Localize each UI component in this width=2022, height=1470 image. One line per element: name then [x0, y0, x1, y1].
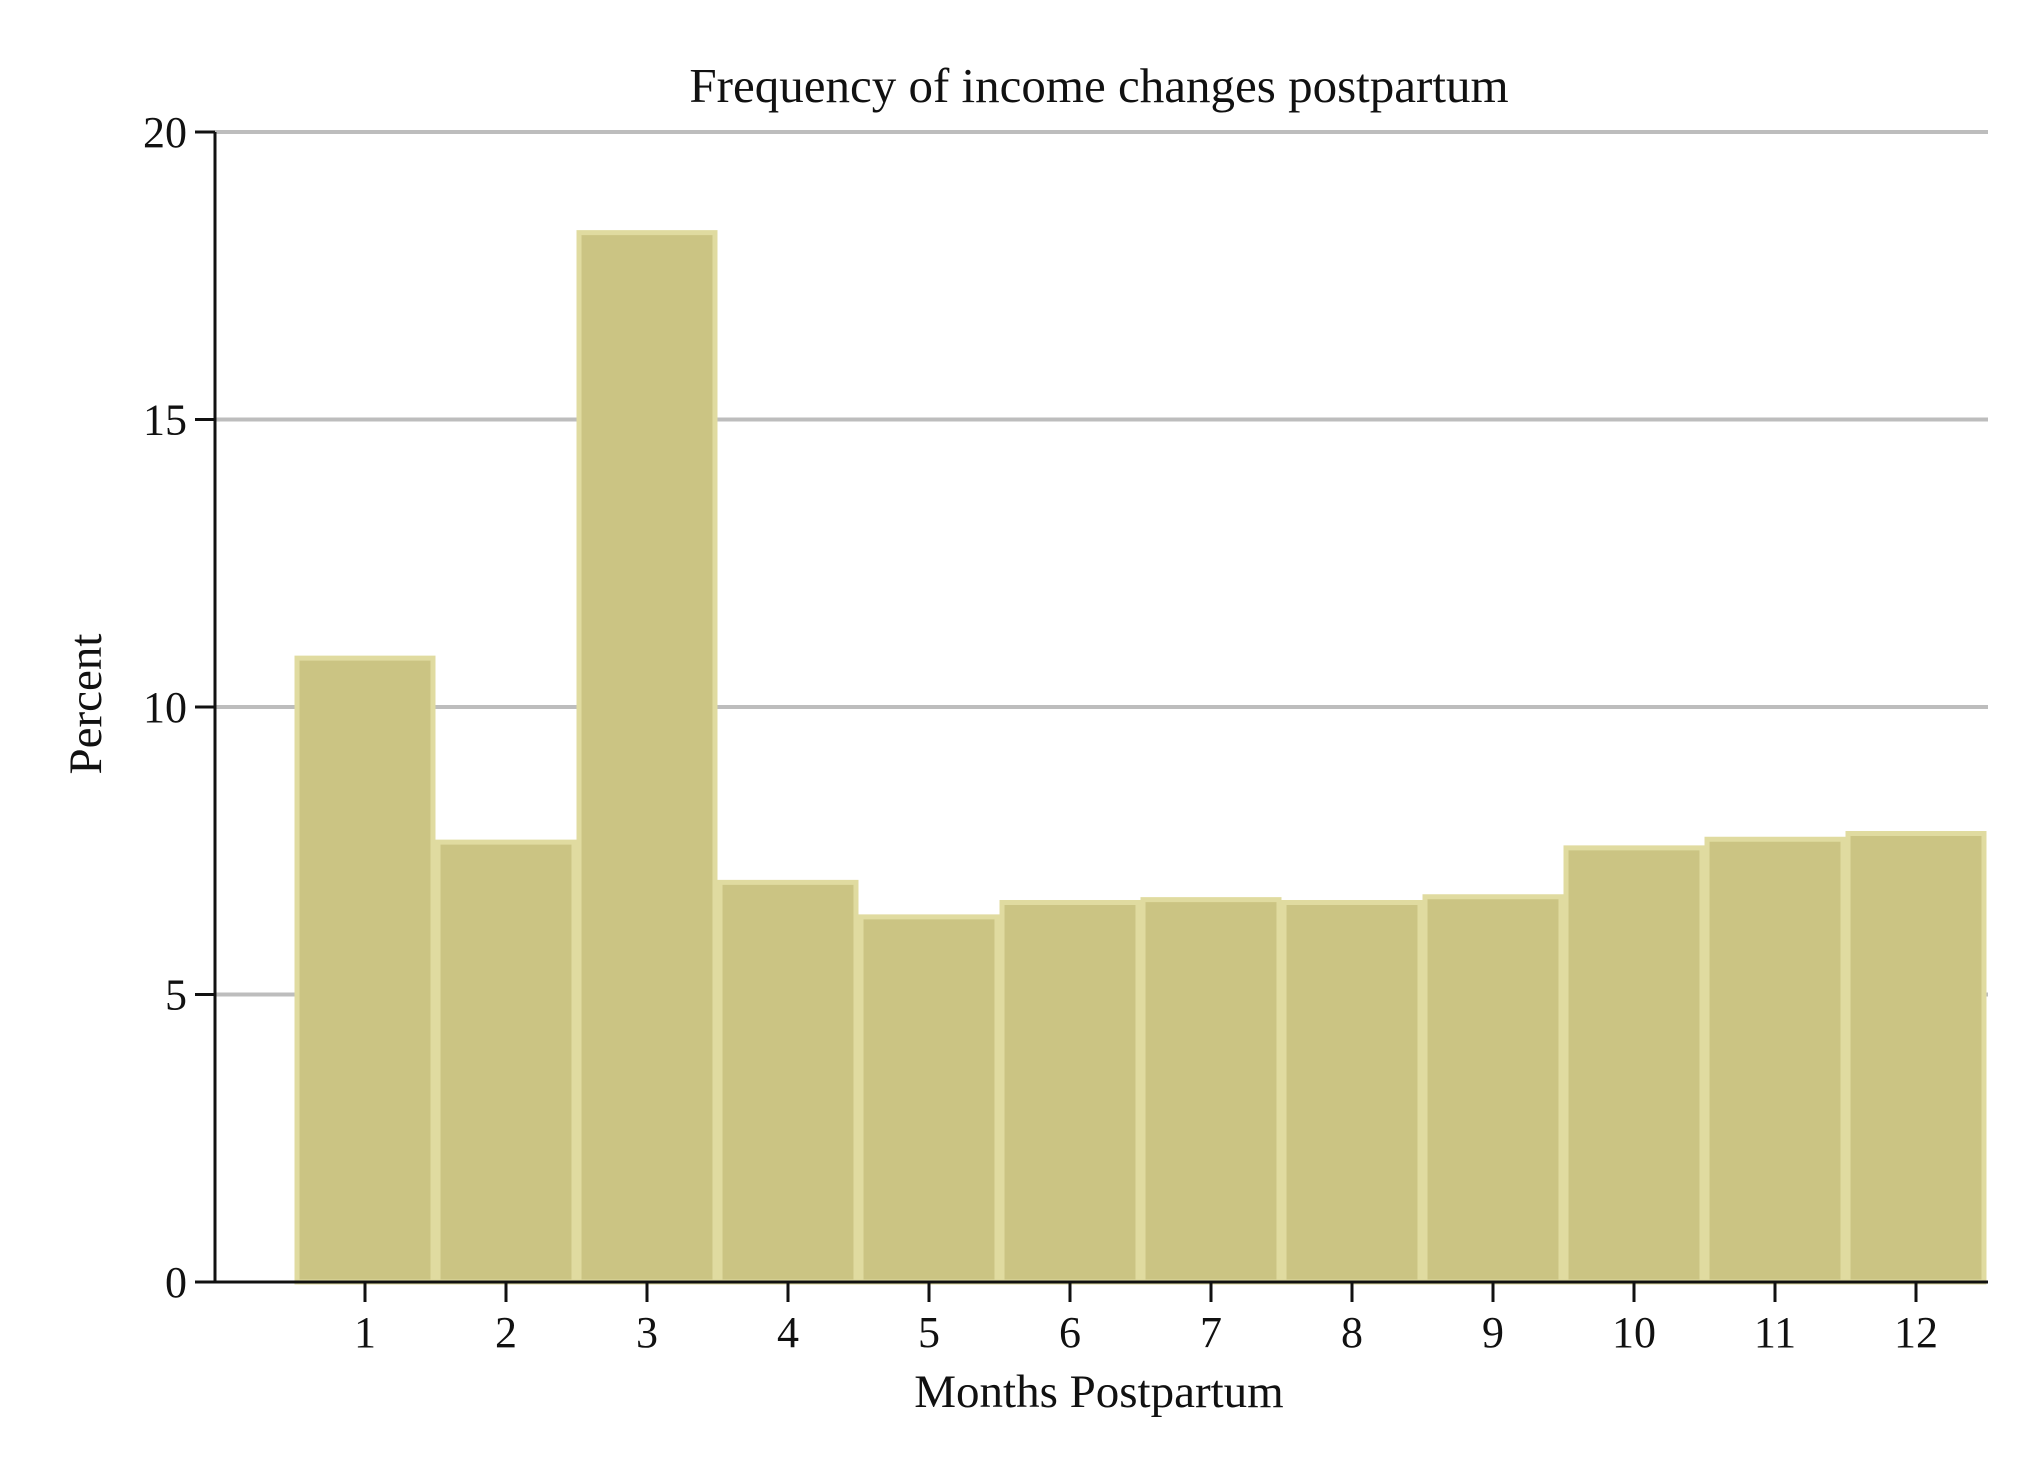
x-tick-label: 8 — [1341, 1308, 1363, 1357]
bar-month-7 — [1140, 897, 1282, 1285]
x-axis-label: Months Postpartum — [914, 1366, 1284, 1418]
x-tick-label: 6 — [1059, 1308, 1081, 1357]
x-tick-label: 10 — [1612, 1308, 1656, 1357]
x-tick-label: 4 — [777, 1308, 799, 1357]
bars — [294, 230, 1987, 1285]
bar-month-2 — [435, 839, 577, 1285]
x-tick-label: 5 — [918, 1308, 940, 1357]
x-tick-label: 1 — [354, 1308, 376, 1357]
bar-month-5 — [858, 914, 1000, 1285]
x-axis-ticks: 1 2 3 4 5 6 7 8 9 10 11 12 — [354, 1282, 1938, 1357]
x-tick-label: 3 — [636, 1308, 658, 1357]
x-tick-label: 7 — [1200, 1308, 1222, 1357]
bar-month-9 — [1422, 894, 1564, 1285]
bar-month-3 — [576, 230, 718, 1285]
x-tick-label: 9 — [1482, 1308, 1504, 1357]
y-tick-label: 15 — [143, 396, 187, 445]
x-tick-label: 11 — [1754, 1308, 1796, 1357]
x-tick-label: 2 — [495, 1308, 517, 1357]
y-tick-label: 20 — [143, 108, 187, 157]
bar-month-1 — [294, 655, 436, 1285]
y-axis-ticks: 0 5 10 15 20 — [143, 108, 215, 1307]
bar-month-12 — [1845, 831, 1987, 1285]
bar-month-10 — [1563, 845, 1705, 1285]
x-tick-label: 12 — [1894, 1308, 1938, 1357]
bar-month-8 — [1281, 900, 1423, 1285]
y-tick-label: 0 — [165, 1258, 187, 1307]
y-tick-label: 10 — [143, 683, 187, 732]
bar-month-4 — [717, 879, 859, 1285]
bar-month-6 — [999, 900, 1141, 1285]
bar-month-11 — [1704, 836, 1846, 1285]
chart-title: Frequency of income changes postpartum — [689, 58, 1508, 113]
y-tick-label: 5 — [165, 971, 187, 1020]
y-axis-label: Percent — [60, 634, 112, 775]
